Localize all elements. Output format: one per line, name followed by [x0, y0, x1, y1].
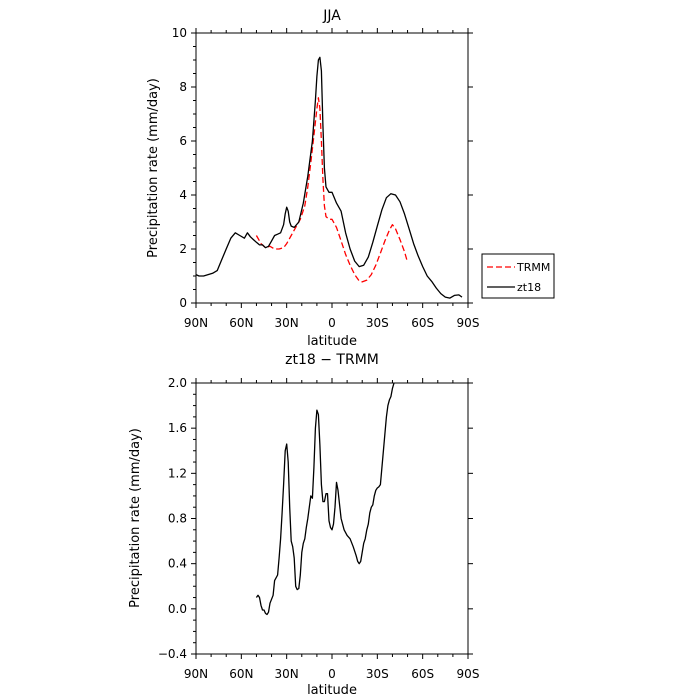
bottom-y-axis-label: Precipitation rate (mm/day): [128, 428, 143, 608]
top-y-tick-label: 6: [179, 134, 187, 148]
top-x-axis: 90N 60N 30N 0 30S 60S 90S: [184, 28, 480, 330]
top-chart-title: JJA: [322, 8, 341, 24]
top-x-tick-label: 30S: [366, 316, 389, 330]
bottom-x-tick-label: 60N: [229, 667, 253, 681]
legend: TRMM zt18: [481, 253, 555, 299]
top-y-tick-label: 2: [179, 242, 187, 256]
bottom-x-tick-label: 60S: [411, 667, 434, 681]
bottom-panel-difference: zt18 − TRMM −0.4 0.0 0.4 0.8 1.2 1.6 2.0 90N 60…: [128, 352, 479, 698]
bottom-plot-frame: [195, 382, 469, 655]
bottom-x-tick-label: 30N: [275, 667, 299, 681]
top-x-tick-label: 60S: [411, 316, 434, 330]
bottom-y-tick-label: 2.0: [168, 376, 187, 390]
top-series-line-trmm: [255, 97, 409, 283]
bottom-y-tick-label: 0.8: [168, 512, 187, 526]
top-panel-jja: JJA 0 2 4 6 8 10 90N 60N 30N 0 30S 60S 90S latitude…: [146, 8, 555, 349]
bottom-chart-title: zt18 − TRMM: [285, 352, 379, 368]
legend-zt18-label: zt18: [517, 281, 541, 294]
top-y-tick-label: 8: [179, 80, 187, 94]
bottom-x-tick-label: 90N: [184, 667, 208, 681]
top-series-group: [195, 56, 463, 299]
top-y-axis-label: Precipitation rate (mm/day): [146, 78, 161, 258]
bottom-series-line-difference: [255, 382, 395, 616]
bottom-y-tick-label: −0.4: [158, 647, 187, 661]
bottom-y-axis: −0.4 0.0 0.4 0.8 1.2 1.6 2.0: [158, 376, 473, 661]
top-series-line-zt18: [195, 56, 463, 299]
bottom-x-tick-label: 30S: [366, 667, 389, 681]
bottom-y-tick-label: 0.4: [168, 557, 187, 571]
legend-trmm-label: TRMM: [516, 261, 550, 274]
bottom-y-tick-label: 0.0: [168, 602, 187, 616]
top-plot-frame: [195, 32, 469, 304]
bottom-series-group: [255, 382, 395, 616]
top-x-tick-label: 90S: [457, 316, 480, 330]
bottom-y-tick-label: 1.6: [168, 421, 187, 435]
bottom-x-axis-label: latitude: [307, 683, 357, 698]
top-y-tick-label: 0: [179, 296, 187, 310]
top-x-tick-label: 60N: [229, 316, 253, 330]
top-x-tick-label: 90N: [184, 316, 208, 330]
bottom-y-tick-label: 1.2: [168, 466, 187, 480]
top-x-tick-label: 0: [328, 316, 336, 330]
top-y-tick-label: 4: [179, 188, 187, 202]
top-x-axis-label: latitude: [307, 334, 357, 349]
bottom-x-tick-label: 0: [328, 667, 336, 681]
bottom-x-tick-label: 90S: [457, 667, 480, 681]
legend-box: [481, 253, 555, 299]
top-y-axis: 0 2 4 6 8 10: [172, 26, 473, 310]
top-x-tick-label: 30N: [275, 316, 299, 330]
bottom-x-axis: 90N 60N 30N 0 30S 60S 90S: [184, 378, 480, 681]
top-y-tick-label: 10: [172, 26, 187, 40]
